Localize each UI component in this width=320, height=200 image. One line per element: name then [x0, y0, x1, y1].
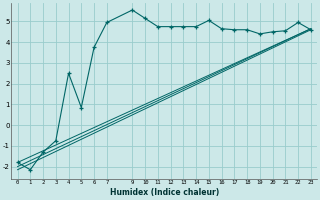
X-axis label: Humidex (Indice chaleur): Humidex (Indice chaleur): [109, 188, 219, 197]
